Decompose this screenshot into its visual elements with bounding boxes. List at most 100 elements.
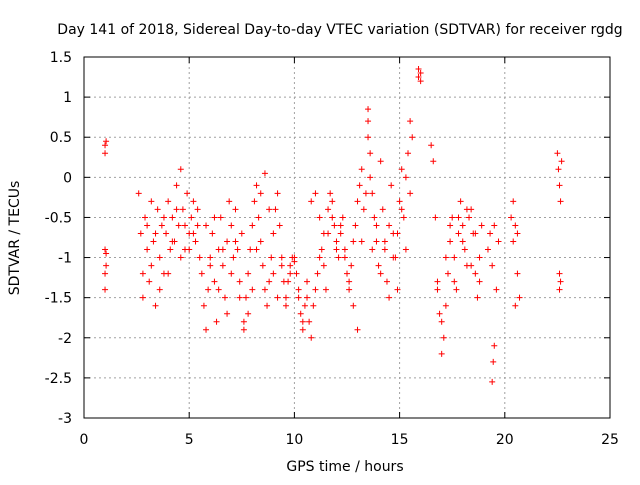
data-point: [337, 230, 344, 237]
data-point: [337, 222, 344, 229]
grid-lines: [84, 57, 610, 418]
y-tick-label: 1: [63, 90, 72, 106]
data-point: [160, 214, 167, 221]
data-point: [356, 182, 363, 189]
data-point: [144, 246, 151, 253]
data-point: [440, 334, 447, 341]
y-tick-label: 0.5: [50, 130, 72, 146]
data-point: [459, 222, 466, 229]
data-point: [247, 246, 254, 253]
data-point: [192, 238, 199, 245]
y-tick-label: -1.5: [45, 291, 72, 307]
data-point: [251, 198, 258, 205]
data-point: [179, 206, 186, 213]
data-point: [304, 278, 311, 285]
data-point: [158, 222, 165, 229]
data-point: [272, 206, 279, 213]
y-tick-label: -3: [58, 411, 72, 427]
data-point: [276, 222, 283, 229]
data-point: [209, 230, 216, 237]
data-point: [177, 254, 184, 261]
data-point: [243, 294, 250, 301]
data-point: [402, 174, 409, 181]
data-point: [409, 134, 416, 141]
data-point: [312, 190, 319, 197]
data-point: [217, 214, 224, 221]
data-point: [487, 230, 494, 237]
data-point: [453, 286, 460, 293]
plot-frame: [83, 56, 611, 419]
data-point: [383, 278, 390, 285]
data-point: [146, 278, 153, 285]
data-point: [207, 254, 214, 261]
data-point: [360, 206, 367, 213]
data-point: [390, 254, 397, 261]
data-point: [245, 270, 252, 277]
data-point: [299, 326, 306, 333]
data-point: [215, 286, 222, 293]
data-point: [255, 214, 262, 221]
data-point: [493, 286, 500, 293]
data-point: [346, 278, 353, 285]
data-point: [447, 238, 454, 245]
data-point: [331, 222, 338, 229]
data-point: [198, 270, 205, 277]
data-point: [156, 286, 163, 293]
data-point: [386, 294, 393, 301]
data-point: [194, 222, 201, 229]
data-point: [457, 198, 464, 205]
data-point: [557, 278, 564, 285]
data-point: [369, 190, 376, 197]
data-point: [367, 150, 374, 157]
data-point: [291, 258, 298, 265]
data-point: [301, 302, 308, 309]
data-point: [447, 222, 454, 229]
data-point: [257, 238, 264, 245]
data-point: [557, 198, 564, 205]
data-point: [205, 286, 212, 293]
data-point: [461, 246, 468, 253]
data-point: [249, 222, 256, 229]
data-point: [489, 378, 496, 385]
data-point: [285, 278, 292, 285]
data-point: [165, 270, 172, 277]
data-point: [270, 270, 277, 277]
data-point: [442, 254, 449, 261]
data-point: [264, 302, 271, 309]
data-point: [257, 190, 264, 197]
data-point: [367, 174, 374, 181]
data-point: [398, 206, 405, 213]
data-point: [472, 270, 479, 277]
data-point: [468, 262, 475, 269]
data-point: [139, 294, 146, 301]
data-point: [476, 278, 483, 285]
data-point: [221, 294, 228, 301]
data-point: [278, 254, 285, 261]
data-point: [417, 78, 424, 85]
x-tick-label: 10: [285, 432, 303, 448]
data-point: [274, 190, 281, 197]
data-point: [365, 106, 372, 113]
data-point: [196, 254, 203, 261]
axis-ticks: [83, 56, 611, 419]
data-point: [474, 294, 481, 301]
data-point: [325, 230, 332, 237]
data-point: [282, 302, 289, 309]
data-point: [190, 198, 197, 205]
data-point: [234, 246, 241, 253]
data-point: [459, 238, 466, 245]
data-point: [297, 310, 304, 317]
data-point: [282, 294, 289, 301]
data-point: [181, 222, 188, 229]
data-point: [249, 286, 256, 293]
data-point: [377, 158, 384, 165]
data-point: [103, 250, 110, 257]
data-point: [173, 182, 180, 189]
data-point: [253, 246, 260, 253]
data-point: [152, 230, 159, 237]
data-points: [102, 66, 565, 385]
data-point: [211, 214, 218, 221]
data-point: [466, 214, 473, 221]
